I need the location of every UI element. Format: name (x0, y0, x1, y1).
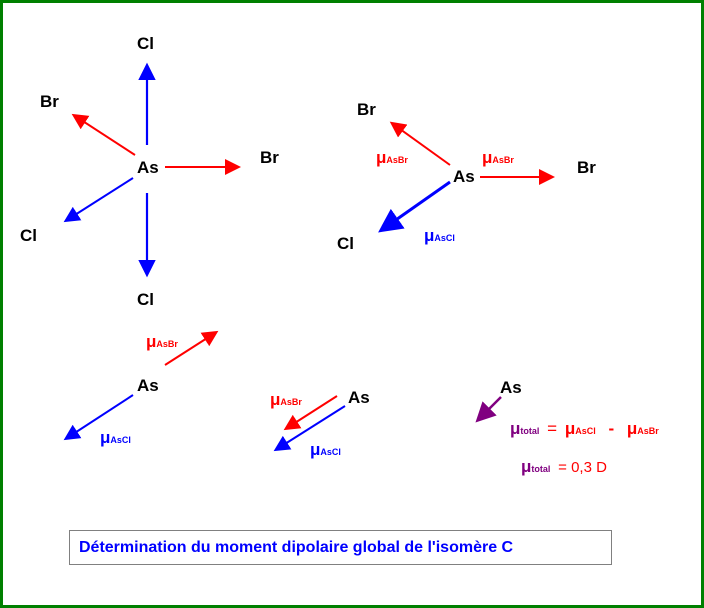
label-mu-asbr: μAsBr (376, 148, 408, 167)
arrow-as-br-upleft (71, 113, 136, 156)
atom-cl: Cl (20, 226, 37, 245)
atom-as: As (500, 378, 522, 397)
atom-cl: Cl (137, 290, 154, 309)
arrow-mu-total (475, 396, 502, 423)
label-mu-ascl: μAsCl (310, 440, 341, 459)
structure-total: As μtotal = μAsCl - μAsBr μtotal = 0,3 D (475, 378, 659, 476)
arrow-mu-ascl (378, 180, 451, 233)
arrow-as-cl-left (63, 177, 134, 223)
structure-full: As Cl Br Br Cl Cl (20, 34, 279, 309)
atom-as: As (453, 167, 475, 186)
structure-resultants: As μAsBr μAsCl (63, 330, 219, 447)
formula-total-value: μtotal = 0,3 D (521, 457, 607, 476)
atom-cl: Cl (137, 34, 154, 53)
arrow-mu-asbr (283, 395, 338, 431)
atom-as: As (137, 376, 159, 395)
label-mu-ascl: μAsCl (100, 428, 131, 447)
structure-vectors: As Br Br Cl μAsBr μAsBr μAsCl (337, 100, 596, 253)
caption: Détermination du moment dipolaire global… (69, 530, 612, 565)
dipole-diagram: As Cl Br Br Cl Cl As Br Br Cl μAsBr μAsB… (20, 34, 659, 476)
label-mu-asbr: μAsBr (146, 332, 178, 351)
formula-total-difference: μtotal = μAsCl - μAsBr (510, 419, 659, 438)
label-mu-asbr: μAsBr (482, 148, 514, 167)
arrow-mu-asbr (389, 121, 451, 166)
atom-as: As (348, 388, 370, 407)
arrow-mu-ascl (273, 405, 346, 452)
arrow-mu-ascl (63, 394, 134, 441)
structure-opposed: As μAsBr μAsCl (270, 388, 370, 459)
atom-br: Br (260, 148, 279, 167)
atom-cl: Cl (337, 234, 354, 253)
atom-br: Br (40, 92, 59, 111)
atom-br: Br (357, 100, 376, 119)
label-mu-ascl: μAsCl (424, 226, 455, 245)
atom-as: As (137, 158, 159, 177)
atom-br: Br (577, 158, 596, 177)
label-mu-asbr: μAsBr (270, 390, 302, 409)
arrow-mu-asbr (164, 330, 219, 366)
